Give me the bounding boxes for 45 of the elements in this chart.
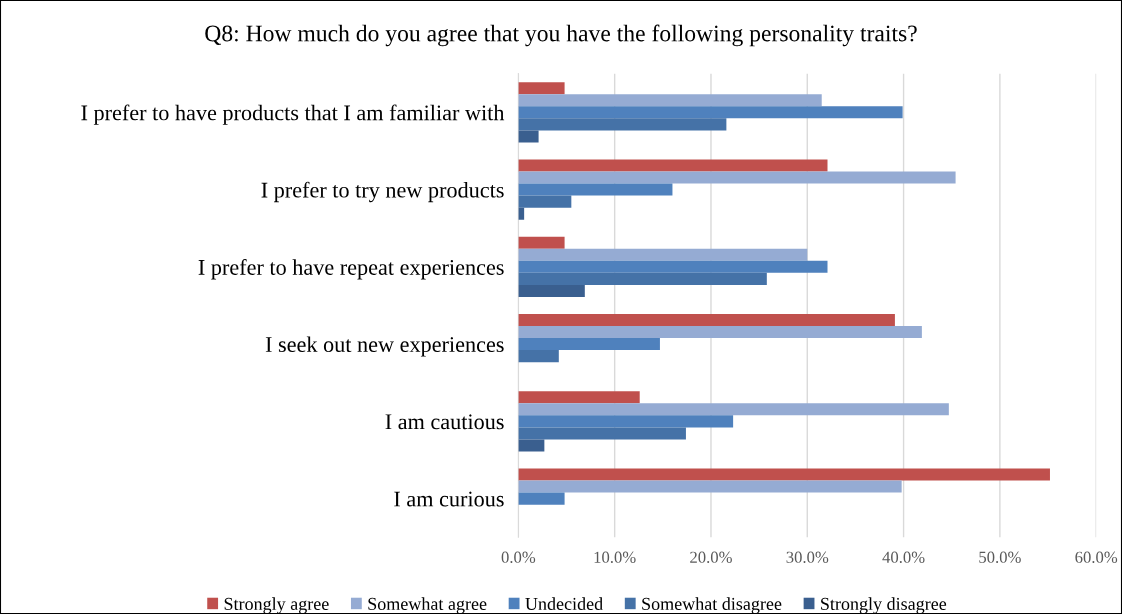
x-tick-label: 10.0%: [594, 551, 636, 563]
chart-title: Q8: How much do you agree that you have the following personality traits?: [205, 24, 917, 47]
bar: [518, 195, 572, 208]
bar: [518, 130, 539, 143]
bar: [518, 106, 903, 119]
bar: [518, 492, 565, 505]
bar: [518, 118, 727, 131]
bar: [518, 159, 828, 172]
bar: [518, 272, 767, 285]
bar: [518, 468, 1050, 481]
bar: [518, 183, 673, 196]
legend-label: Somewhat agree: [368, 597, 487, 614]
legend-label: Somewhat disagree: [642, 597, 782, 614]
x-tick-label: 40.0%: [882, 551, 925, 563]
bar: [518, 439, 545, 452]
bar: [518, 313, 895, 327]
bar: [518, 427, 686, 440]
y-tick-label: I prefer to try new products: [261, 181, 504, 203]
bar: [518, 326, 922, 339]
bar: [518, 82, 565, 95]
bar: [518, 403, 949, 416]
y-tick-label: I prefer to have repeat experiences: [198, 259, 504, 280]
y-tick-label: I prefer to have products that I am familiar with: [81, 104, 505, 125]
x-tick-label: 60.0%: [1075, 551, 1118, 563]
x-tick-label: 0.0%: [501, 551, 536, 563]
y-tick-label: I seek out new experiences: [265, 336, 504, 357]
bar: [518, 94, 822, 107]
bar: [518, 480, 902, 493]
x-tick-label: 20.0%: [690, 551, 732, 563]
bar: [518, 171, 956, 184]
legend-label: Undecided: [525, 597, 603, 610]
y-tick-label: I am curious: [394, 491, 504, 507]
bar: [518, 415, 734, 428]
x-tick-label: 30.0%: [786, 551, 829, 563]
bar: [518, 236, 565, 249]
bar: [518, 248, 808, 261]
bar: [518, 284, 585, 297]
legend-label: Strongly disagree: [821, 597, 947, 614]
bar: [518, 391, 640, 404]
bar: [518, 338, 660, 351]
bar: [518, 260, 828, 273]
y-tick-label: I am cautious: [385, 414, 504, 430]
bar: [518, 350, 559, 363]
legend-label: Strongly agree: [224, 597, 329, 614]
x-tick-label: 50.0%: [979, 551, 1021, 563]
